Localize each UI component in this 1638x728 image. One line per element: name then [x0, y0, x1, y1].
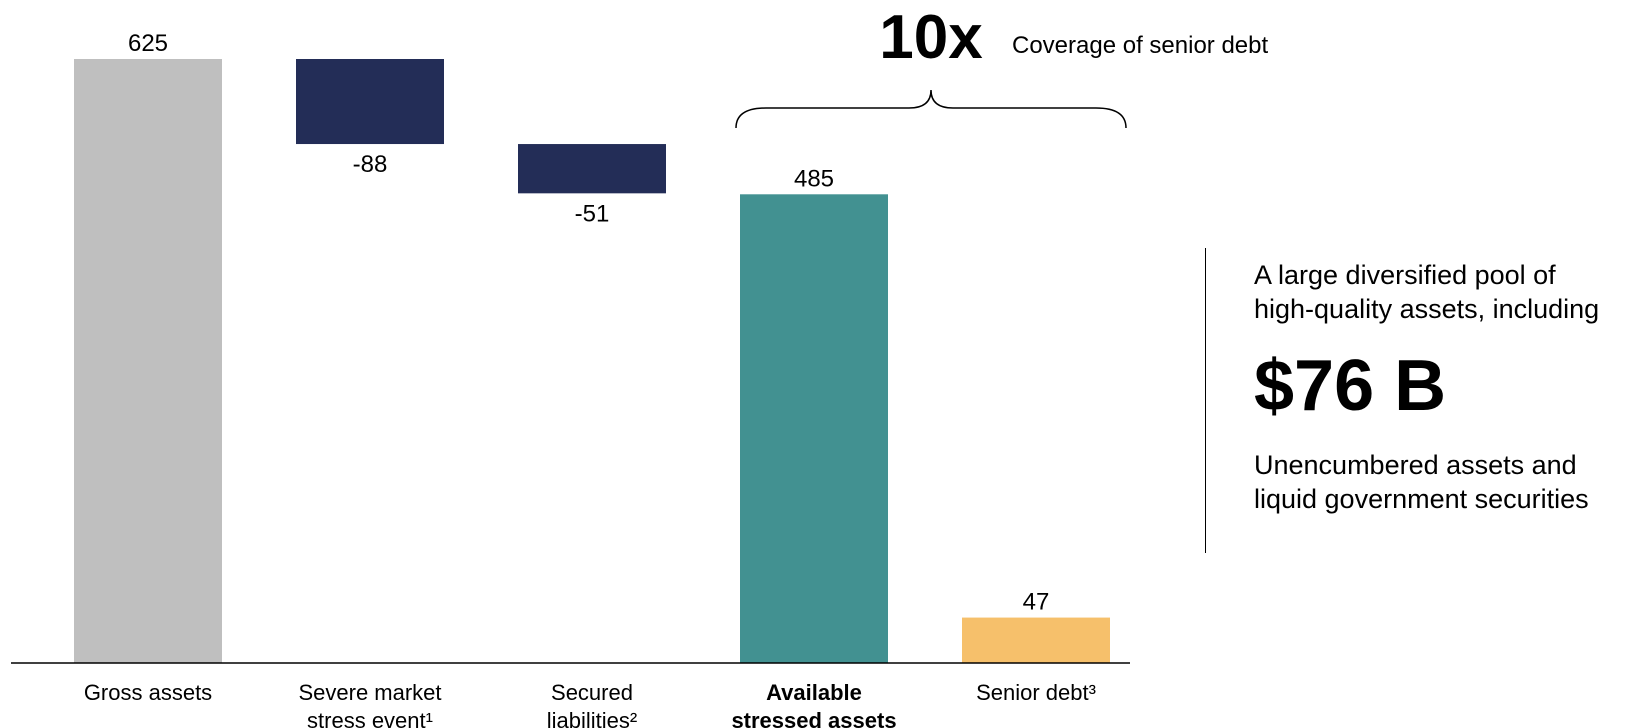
side-intro-line-1: A large diversified pool of	[1254, 260, 1556, 290]
category-label-3-line-2: liabilities²	[547, 708, 637, 728]
value-label-3: -51	[575, 200, 610, 227]
side-intro-line-2: high-quality assets, including	[1254, 294, 1600, 324]
bar-2	[296, 59, 444, 145]
coverage-brace-group	[735, 89, 1127, 129]
coverage-multiple: 10x	[879, 3, 983, 72]
value-label-2: -88	[353, 151, 388, 178]
side-divider	[1205, 248, 1206, 553]
bars-group: 625 -88 -51 485 47	[74, 30, 1110, 663]
category-label-5-line-1: Senior debt³	[976, 680, 1096, 705]
side-description-line-1: Unencumbered assets and	[1254, 450, 1577, 480]
category-label-1-line-1: Gross assets	[84, 680, 212, 705]
coverage-brace	[735, 89, 1127, 129]
category-label-4-line-2: stressed assets	[731, 708, 896, 728]
category-label-2-line-1: Severe market	[298, 680, 441, 705]
side-description: Unencumbered assets and liquid governmen…	[1254, 448, 1634, 516]
side-amount: $76 B	[1254, 346, 1447, 426]
value-label-1: 625	[128, 30, 168, 57]
x-axis-labels: Gross assets Severe market stress event¹ Se…	[84, 680, 1096, 728]
category-label-3-line-1: Secured	[551, 680, 633, 705]
bar-4	[740, 194, 888, 663]
bar-1	[74, 59, 222, 663]
side-description-line-2: liquid government securities	[1254, 484, 1589, 514]
coverage-caption: Coverage of senior debt	[1012, 32, 1268, 59]
value-label-4: 485	[794, 165, 834, 192]
side-intro: A large diversified pool of high-quality…	[1254, 258, 1634, 326]
bar-3	[518, 144, 666, 194]
category-label-2-line-2: stress event¹	[307, 708, 433, 728]
value-label-5: 47	[1023, 589, 1050, 616]
category-label-4-line-1: Available	[766, 680, 862, 705]
side-panel: A large diversified pool of high-quality…	[1254, 258, 1634, 516]
bar-5	[962, 617, 1110, 663]
